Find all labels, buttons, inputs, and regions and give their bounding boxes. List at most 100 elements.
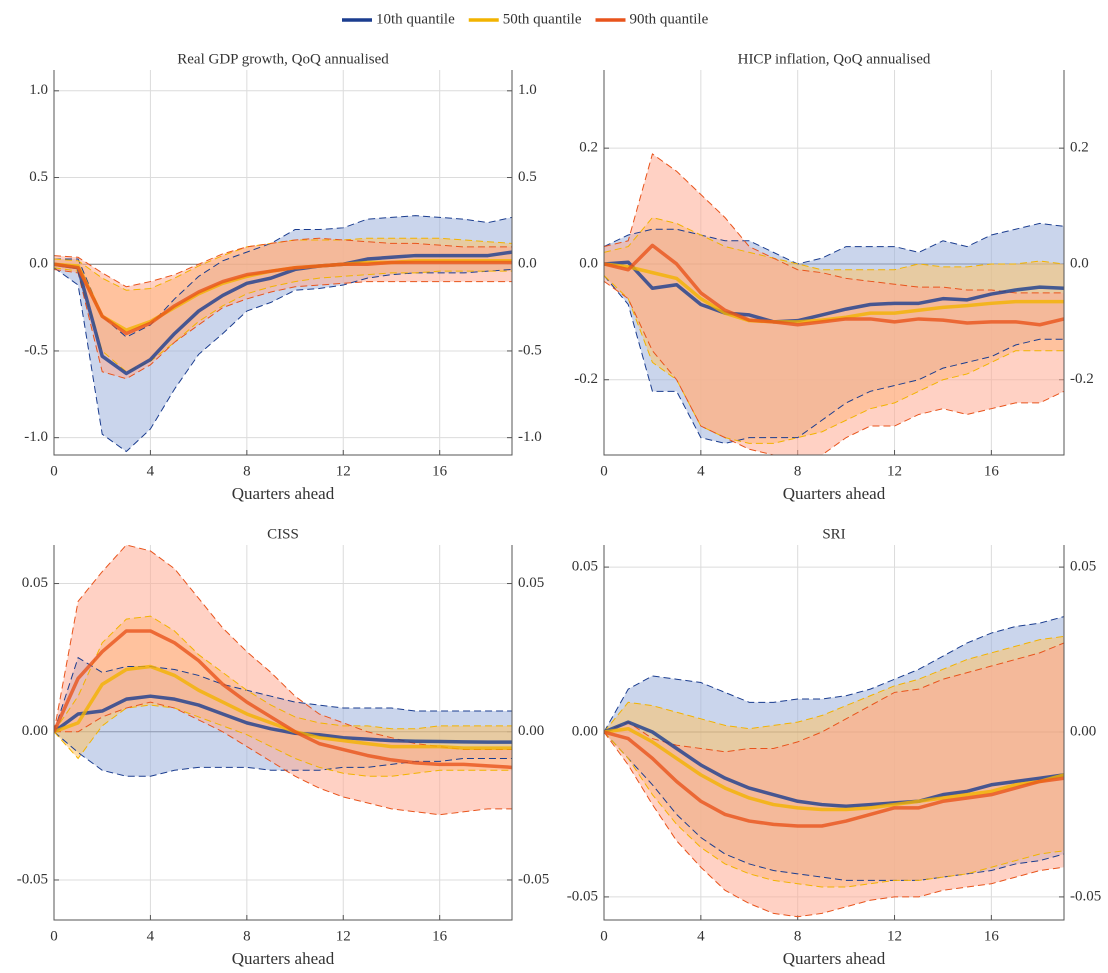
panel: CISS Quarters ahead 0 4 8 12 16 0.05 0.05 0.00 0.0… — [17, 526, 550, 967]
y-tick-label-right: 0.0 — [1070, 255, 1089, 271]
band-edge — [604, 731, 1064, 881]
x-tick-label: 0 — [50, 928, 58, 944]
band-edge — [604, 731, 1064, 918]
y-tick-label-right: -0.05 — [518, 871, 549, 887]
x-tick-label: 16 — [984, 463, 1000, 479]
x-tick-label: 4 — [147, 463, 155, 479]
median-line — [604, 726, 1064, 812]
axes-frame — [603, 545, 1065, 921]
y-tick-label-right: 0.05 — [518, 575, 544, 591]
median-line — [54, 260, 512, 336]
y-tick-label-right: 0.05 — [1070, 559, 1096, 575]
band-edge — [604, 222, 1064, 265]
y-tick-label-right: -1.0 — [518, 429, 542, 445]
x-axis-label: Quarters ahead — [783, 484, 886, 503]
x-tick-label: 0 — [600, 463, 608, 479]
band-edge — [604, 275, 1064, 444]
band-edge — [54, 701, 512, 816]
band-edge — [54, 215, 512, 338]
x-axis-label: Quarters ahead — [783, 949, 886, 968]
y-tick-label: 0.00 — [22, 723, 48, 739]
band-edge — [604, 642, 1064, 753]
x-tick-label: 16 — [432, 463, 448, 479]
data-layer — [54, 545, 512, 816]
x-tick-label: 4 — [697, 928, 705, 944]
y-tick-label-right: 0.0 — [518, 256, 537, 272]
y-tick-label-right: 0.2 — [1070, 140, 1089, 156]
y-tick-label-right: -0.5 — [518, 342, 542, 358]
panel-title: HICP inflation, QoQ annualised — [738, 51, 931, 67]
axes-frame — [603, 70, 1065, 456]
data-layer — [54, 215, 512, 453]
y-tick-label: 0.5 — [29, 169, 48, 185]
y-tick-label: 1.0 — [29, 82, 48, 98]
panel-title: SRI — [822, 526, 845, 542]
x-tick-label: 12 — [887, 463, 902, 479]
panel: HICP inflation, QoQ annualised Quarters a… — [574, 51, 1094, 502]
x-tick-label: 12 — [336, 928, 351, 944]
band-edge — [604, 616, 1064, 733]
y-tick-label: 0.05 — [22, 575, 48, 591]
y-tick-label: 0.0 — [579, 255, 598, 271]
panel-title: CISS — [267, 526, 299, 542]
band-edge — [54, 268, 512, 380]
band-edge — [54, 656, 512, 732]
x-tick-label: 8 — [794, 928, 802, 944]
band-edge — [604, 635, 1064, 733]
median-line — [604, 720, 1064, 808]
band-edge — [54, 267, 512, 453]
median-line — [604, 243, 1064, 327]
x-tick-label: 12 — [336, 463, 351, 479]
x-tick-label: 16 — [984, 928, 1000, 944]
panel: Real GDP growth, QoQ annualised Quarters … — [24, 51, 542, 502]
x-axis-label: Quarters ahead — [232, 484, 335, 503]
y-tick-label: -0.5 — [24, 342, 48, 358]
x-tick-label: 8 — [794, 463, 802, 479]
y-tick-label-right: -0.2 — [1070, 371, 1094, 387]
y-tick-label: -0.05 — [567, 888, 598, 904]
band-fill — [604, 642, 1064, 917]
median-line — [604, 260, 1064, 324]
x-tick-label: 4 — [147, 928, 155, 944]
y-tick-label: -0.05 — [17, 871, 48, 887]
x-tick-label: 16 — [432, 928, 448, 944]
median-line — [54, 694, 512, 744]
x-tick-label: 8 — [243, 463, 251, 479]
median-line — [54, 629, 512, 770]
y-tick-label: -1.0 — [24, 429, 48, 445]
median-line — [54, 664, 512, 750]
panel: SRI Quarters ahead 0 4 8 12 16 0.05 0.05 0.00 0.00… — [567, 526, 1102, 967]
y-tick-label-right: 0.00 — [1070, 723, 1096, 739]
x-tick-label: 4 — [697, 463, 705, 479]
band-edge — [54, 731, 512, 777]
median-line — [604, 730, 1064, 828]
x-tick-label: 0 — [600, 928, 608, 944]
data-layer — [604, 153, 1064, 455]
band-fill — [54, 215, 512, 452]
legend-label: 50th quantile — [503, 11, 582, 27]
panel-title: Real GDP growth, QoQ annualised — [177, 51, 389, 67]
y-tick-label: 0.2 — [579, 140, 598, 156]
median-line — [54, 250, 512, 376]
legend-label: 90th quantile — [630, 11, 709, 27]
y-tick-label-right: 1.0 — [518, 82, 537, 98]
x-tick-label: 12 — [887, 928, 902, 944]
band-edge — [604, 217, 1064, 271]
y-tick-label: 0.05 — [572, 559, 598, 575]
axes-frame — [53, 545, 513, 921]
y-tick-label-right: -0.05 — [1070, 888, 1101, 904]
y-tick-label: -0.2 — [574, 371, 598, 387]
y-tick-label: 0.00 — [572, 723, 598, 739]
band-edge — [54, 615, 512, 733]
x-tick-label: 8 — [243, 928, 251, 944]
band-fill — [54, 238, 512, 379]
band-edge — [604, 275, 1064, 444]
data-layer — [604, 616, 1064, 918]
x-axis-label: Quarters ahead — [232, 949, 335, 968]
y-tick-label-right: 0.00 — [518, 723, 544, 739]
x-tick-label: 0 — [50, 463, 58, 479]
legend-label: 10th quantile — [376, 11, 455, 27]
axes-frame — [53, 70, 513, 456]
band-edge — [604, 280, 1064, 455]
